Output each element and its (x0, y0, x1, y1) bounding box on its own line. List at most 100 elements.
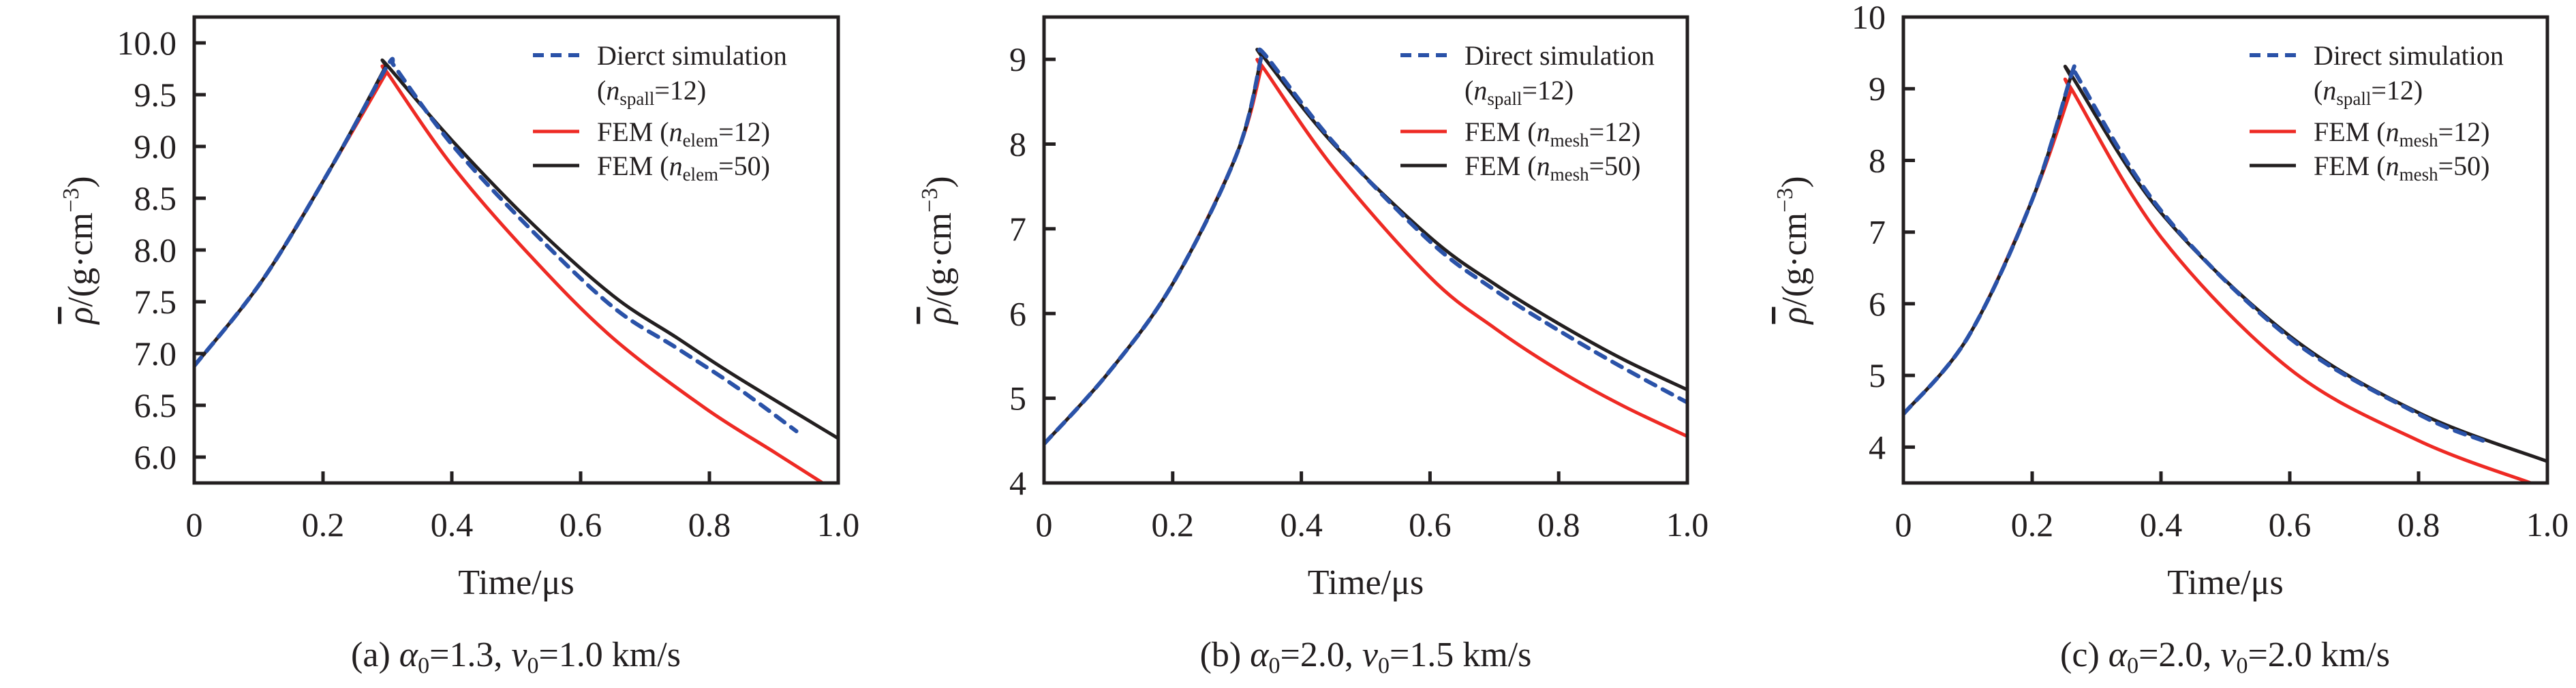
x-tick-label: 0 (1036, 505, 1053, 544)
unit-text: /(g·cm (1775, 213, 1814, 307)
legend-item: FEM (nelem=50) (533, 151, 770, 185)
y-tick-label: 9 (1009, 40, 1026, 78)
legend-label: FEM (nmesh=50) (2314, 151, 2489, 185)
x-tick-label: 1.0 (2526, 505, 2569, 544)
y-tick-label: 7.0 (134, 334, 177, 373)
paren: ( (1520, 116, 1536, 147)
x-tick-label: 0.8 (2397, 505, 2440, 544)
legend-label: Direct simulation (1465, 40, 1655, 71)
value: =12) (1589, 116, 1641, 147)
y-axis-label: ρ/(g·cm−3) (59, 176, 100, 325)
x-tick-label: 0 (186, 505, 203, 544)
x-tick-label: 0.2 (1152, 505, 1195, 544)
subscript: mesh (1550, 130, 1589, 151)
series-line-direct-simulation (1903, 63, 2485, 443)
paren: ( (653, 151, 669, 181)
x-tick-label: 0.4 (1280, 505, 1323, 544)
legend: Dierct simulation(nspall=12)FEM (nelem=1… (533, 40, 787, 185)
y-axis-label: ρ/(g·cm−3) (917, 176, 959, 325)
x-tick-label: 0.2 (302, 505, 345, 544)
legend-name: FEM (2314, 116, 2370, 147)
y-tick-label: 9.5 (134, 76, 177, 114)
n-symbol: n (669, 151, 683, 181)
value: =50) (718, 151, 770, 181)
paren: ( (2314, 75, 2322, 106)
alpha-symbol: α (2109, 636, 2128, 674)
subscript: mesh (2399, 130, 2438, 151)
paren: ( (1465, 75, 1473, 106)
y-tick-label: 9.0 (134, 127, 177, 166)
legend-label: Dierct simulation (597, 40, 787, 71)
legend-label-line2: (nspall=12) (597, 75, 706, 109)
legend-item: FEM (nelem=12) (533, 116, 770, 151)
legend-name: Direct simulation (1465, 40, 1655, 71)
value: =12) (654, 75, 706, 106)
panel-c: 0 0.2 0.4 0.6 0.8 1.0 4 5 6 7 8 9 10 Time/μs ρ/(g·cm−3… (1773, 0, 2569, 678)
unit-close: ) (920, 176, 959, 187)
rho-bar-symbol: ρ (1775, 307, 1814, 326)
y-tick-label: 7.5 (134, 283, 177, 321)
y-tick-label: 6 (1869, 285, 1886, 323)
v-value: =2.0 km/s (2248, 636, 2389, 674)
y-axis-label: ρ/(g·cm−3) (1773, 176, 1814, 325)
n-symbol: n (1537, 116, 1550, 147)
y-tick-label: 9 (1869, 69, 1886, 108)
x-tick-label: 0.2 (2011, 505, 2054, 544)
y-tick-label: 8 (1869, 141, 1886, 179)
v-symbol: v (511, 636, 527, 674)
paren: ( (597, 75, 606, 106)
paren: ( (1520, 151, 1536, 181)
x-tick-label: 0.6 (559, 505, 602, 544)
paren: ( (2370, 151, 2385, 181)
legend-item: Dierct simulation (nspall=12) (533, 40, 787, 109)
subscript: elem (683, 130, 718, 151)
y-tick-label: 10 (1852, 0, 1886, 36)
value: =12) (718, 116, 770, 147)
legend-item: FEM (nmesh=50) (1400, 151, 1640, 185)
subscript: mesh (2399, 164, 2438, 185)
v-symbol: v (1362, 636, 1379, 674)
subscript: elem (683, 164, 718, 185)
y-tick-label: 8.0 (134, 231, 177, 269)
subscript: 0 (1378, 653, 1390, 678)
unit-text: /(g·cm (920, 213, 959, 307)
unit-exponent: −3 (59, 188, 84, 213)
y-tick-label: 6 (1009, 294, 1026, 332)
alpha-value: =2.0, (2138, 636, 2220, 674)
x-axis-label: Time/μs (2167, 563, 2283, 602)
caption-label: (b) (1200, 636, 1251, 674)
axes-frame (192, 15, 840, 485)
plot-area (1044, 47, 1687, 446)
legend-label: FEM (nmesh=50) (1465, 151, 1640, 185)
x-tick-label: 0.6 (2269, 505, 2312, 544)
v-value: =1.5 km/s (1390, 636, 1531, 674)
x-tick-label: 1.0 (1666, 505, 1709, 544)
subscript: 0 (1269, 653, 1281, 678)
y-tick-label: 4 (1869, 428, 1886, 466)
y-tick-label: 7 (1009, 210, 1026, 248)
y-tick-label: 5 (1869, 356, 1886, 394)
axes-frame (1901, 15, 2549, 485)
x-tick-label: 0.4 (2140, 505, 2183, 544)
legend: Direct simulation (nspall=12) FEM (nmesh=1… (1400, 40, 1655, 185)
paren: ( (2370, 116, 2385, 147)
axes-frame (1042, 15, 1689, 485)
legend-label-line2: (nspall=12) (1465, 75, 1574, 109)
n-symbol: n (2322, 75, 2336, 106)
v-symbol: v (2220, 636, 2237, 674)
alpha-symbol: α (1250, 636, 1270, 674)
unit-exponent: −3 (917, 188, 942, 213)
caption-label: (a) (351, 636, 399, 674)
y-tick-label: 8.5 (134, 179, 177, 217)
legend-label: FEM (nelem=12) (597, 116, 770, 151)
y-tick-label: 10.0 (117, 24, 177, 62)
n-symbol: n (1473, 75, 1487, 106)
panel-caption: (b) α0=2.0, v0=1.5 km/s (1200, 636, 1532, 678)
panel-a: 0 0.2 0.4 0.6 0.8 1.0 6.0 6.5 7.0 7.5 8.0 8.5 9.0 9.5… (59, 15, 859, 678)
subscript: spall (619, 89, 654, 109)
value: =50) (2438, 151, 2490, 181)
series-line-fem-fine (1044, 48, 1687, 446)
legend-name: FEM (597, 116, 653, 147)
legend-label: FEM (nmesh=12) (1465, 116, 1640, 151)
